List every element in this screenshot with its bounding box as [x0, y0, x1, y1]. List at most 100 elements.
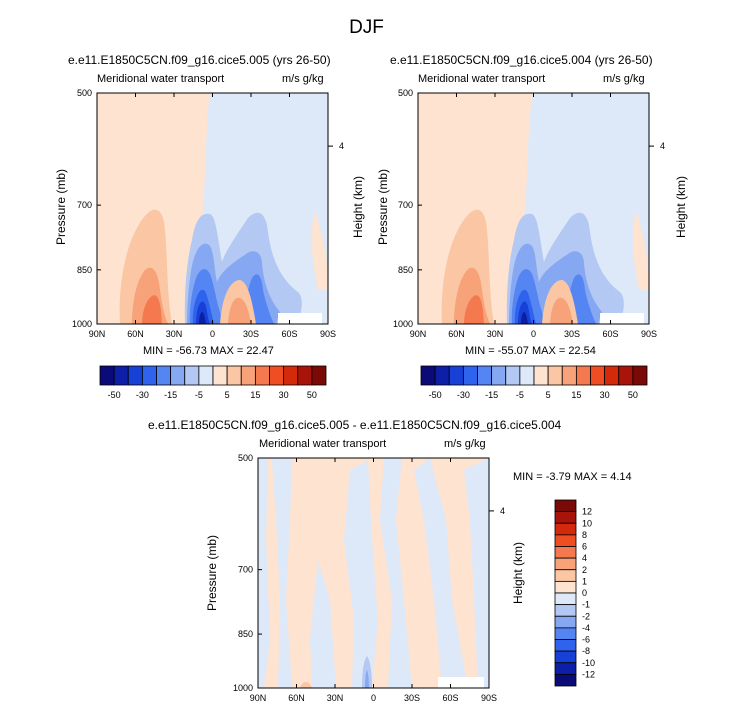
colorbar-panel2: -50 -30 -15 -5 5 15 30 50: [420, 365, 648, 400]
colorbar-label: -8: [582, 646, 590, 656]
x-tick-label: 90S: [641, 329, 657, 339]
y-tick-label: 700: [398, 200, 413, 210]
colorbar-label: -10: [582, 658, 595, 668]
y-tick-label: 850: [398, 265, 413, 275]
x-tick-label: 0: [531, 329, 536, 339]
x-tick-label: 90S: [481, 693, 497, 703]
right-tick-label: 4: [660, 141, 665, 151]
panel2-variable: Meridional water transport: [418, 73, 546, 85]
y-tick-label: 700: [77, 200, 92, 210]
colorbar-swatch: [554, 673, 577, 687]
colorbar-swatch: [618, 365, 634, 386]
colorbar-label: 6: [582, 542, 587, 552]
colorbar-swatch: [240, 365, 256, 386]
x-tick-label: 90S: [320, 329, 336, 339]
y-tick-label: 500: [238, 453, 253, 463]
x-tick-label: 60N: [288, 693, 305, 703]
right-tick-label: 4: [339, 141, 344, 151]
colorbar-label: -2: [582, 611, 590, 621]
colorbar-label: 1: [582, 576, 587, 586]
y-tick-label: 500: [398, 88, 413, 98]
colorbar-label: -4: [582, 623, 590, 633]
colorbar-swatch: [420, 365, 436, 386]
colorbar-swatch: [283, 365, 299, 386]
colorbar-swatch: [519, 365, 535, 386]
x-tick-label: 30N: [327, 693, 344, 703]
colorbar-label: 0: [582, 588, 587, 598]
panel3-field: [258, 458, 489, 688]
colorbar-label: 10: [582, 518, 592, 528]
y-tick-label: 500: [77, 88, 92, 98]
colorbar-swatch: [505, 365, 521, 386]
x-tick-label: 0: [210, 329, 215, 339]
panel3-variable: Meridional water transport: [259, 438, 387, 450]
colorbar-label: -50: [429, 390, 442, 400]
colorbar-swatch: [198, 365, 214, 386]
x-tick-label: 60S: [442, 693, 458, 703]
colorbar-label: 15: [571, 390, 581, 400]
panel1-variable: Meridional water transport: [97, 73, 225, 85]
colorbar-label: -1: [582, 600, 590, 610]
x-tick-label: 60S: [602, 329, 618, 339]
colorbar-swatch: [491, 365, 507, 386]
colorbar-swatch: [477, 365, 493, 386]
panel2-title: e.e11.E1850C5CN.f09_g16.cice5.004 (yrs 2…: [390, 53, 653, 67]
panel3-title: e.e11.E1850C5CN.f09_g16.cice5.005 - e.e1…: [148, 418, 562, 432]
panel3-minmax: MIN = -3.79 MAX = 4.14: [513, 471, 632, 483]
panel2-units: m/s g/kg: [603, 73, 645, 85]
colorbar-swatch: [462, 365, 478, 386]
colorbar-swatch: [554, 650, 577, 664]
colorbar-swatch: [554, 546, 577, 559]
panel1-title: e.e11.E1850C5CN.f09_g16.cice5.005 (yrs 2…: [68, 53, 331, 67]
colorbar-swatch: [533, 365, 549, 386]
colorbar-swatch: [554, 534, 577, 547]
colorbar-swatch: [434, 365, 450, 386]
colorbar-swatch: [554, 522, 577, 536]
y-tick-label: 700: [238, 565, 253, 575]
x-tick-label: 90N: [250, 693, 267, 703]
colorbar-label: 30: [279, 390, 289, 400]
colorbar-swatch: [590, 365, 606, 386]
colorbar-label: 12: [582, 507, 592, 517]
colorbar-swatch: [113, 365, 129, 386]
colorbar-label: -12: [582, 669, 595, 679]
x-tick-label: 30N: [487, 329, 504, 339]
x-tick-label: 90N: [89, 329, 106, 339]
colorbar-label: -6: [582, 635, 590, 645]
colorbar-swatch: [554, 580, 577, 594]
colorbar-swatch: [141, 365, 157, 386]
x-tick-label: 30S: [564, 329, 580, 339]
colorbar-label: 4: [582, 553, 587, 563]
colorbar-label: -30: [136, 390, 149, 400]
colorbar-swatch: [554, 662, 577, 675]
colorbar-swatch: [575, 365, 591, 386]
colorbar-swatch: [311, 365, 327, 386]
colorbar-swatch: [269, 365, 285, 386]
y-tick-label: 1000: [393, 319, 413, 329]
x-tick-label: 90N: [410, 329, 427, 339]
x-tick-label: 60N: [127, 329, 144, 339]
colorbar-label: -15: [485, 390, 498, 400]
panel3-units: m/s g/kg: [444, 438, 486, 450]
colorbar-label: -5: [516, 390, 524, 400]
x-tick-label: 30S: [404, 693, 420, 703]
panel1-units: m/s g/kg: [282, 73, 324, 85]
y-tick-label: 1000: [233, 683, 253, 693]
panel1-minmax: MIN = -56.73 MAX = 22.47: [143, 345, 274, 357]
colorbar-swatch: [297, 365, 313, 386]
right-tick-label: 4: [500, 506, 505, 516]
x-tick-label: 0: [371, 693, 376, 703]
colorbar-swatch: [554, 639, 577, 652]
colorbar-swatch: [127, 365, 143, 386]
y-tick-label: 850: [238, 629, 253, 639]
colorbar-swatch: [554, 499, 577, 513]
colorbar-swatch: [156, 365, 172, 386]
colorbar-label: 2: [582, 565, 587, 575]
colorbar-label: -30: [457, 390, 470, 400]
colorbar-swatch: [184, 365, 200, 386]
panel1-field: [97, 93, 328, 324]
colorbar-swatch: [554, 592, 577, 606]
colorbar-swatch: [554, 615, 577, 629]
